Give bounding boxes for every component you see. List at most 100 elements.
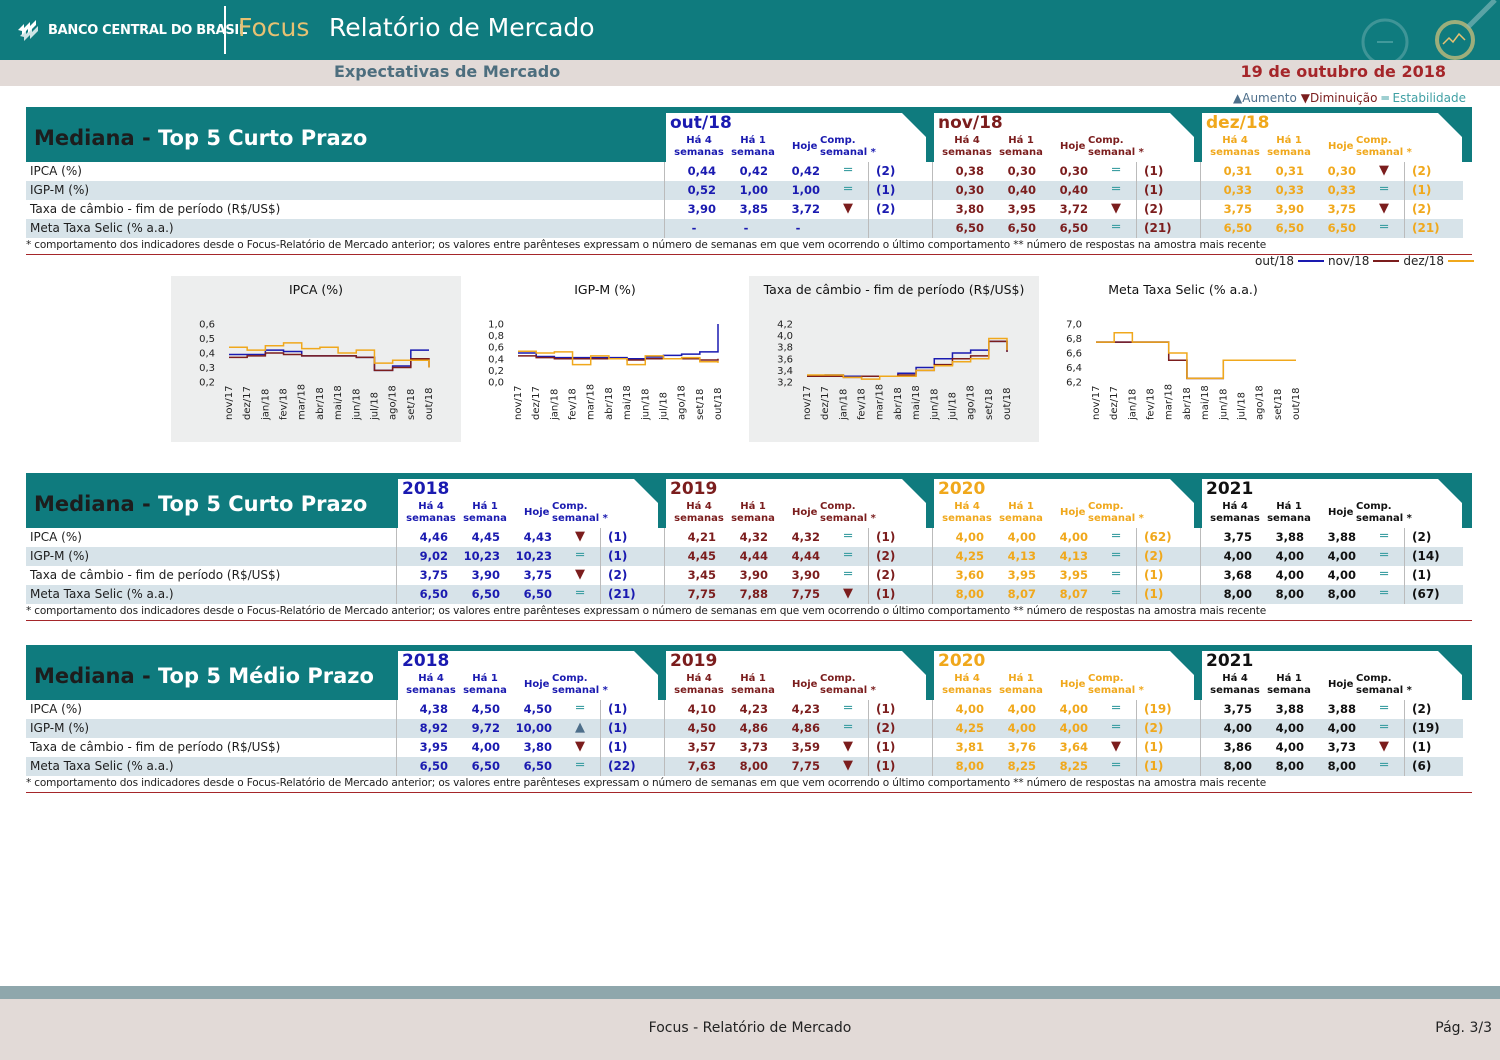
weeks-count: (67) (1412, 587, 1440, 601)
column-separator (1200, 566, 1201, 585)
value-1-week-ago: 3,90 (739, 568, 768, 582)
col-comp-line1: Comp. (820, 135, 856, 146)
legend-series-dez18: dez/18 (1403, 254, 1444, 268)
col-1-week-header-line2: semana (1267, 513, 1311, 524)
period-label: 2019 (670, 651, 718, 671)
value-today: 0,40 (1059, 183, 1088, 197)
col-1-week-header: Há 1 semana (996, 673, 1046, 697)
value-4-weeks-ago: 4,10 (687, 702, 716, 716)
row-label: IGP-M (%) (30, 183, 90, 197)
column-separator (1136, 700, 1137, 719)
stable-equals-icon: ═ (576, 548, 584, 563)
bcb-logo-icon (18, 20, 38, 41)
weeks-count: (2) (1412, 202, 1432, 216)
x-tick-label: nov/17 (224, 386, 235, 420)
stable-equals-icon: ═ (1380, 529, 1388, 544)
series-line-dez18 (229, 342, 430, 368)
weeks-count: (1) (876, 530, 896, 544)
value-1-week-ago: 0,40 (1007, 183, 1036, 197)
x-tick-label: fev/18 (279, 388, 290, 420)
column-separator (664, 700, 665, 719)
col-1-week-header-line1: Há 1 (740, 501, 766, 512)
col-1-week-header-line2: semana (731, 685, 775, 696)
table-footnote: * comportamento dos indicadores desde o … (26, 605, 1267, 617)
weeks-count: (2) (876, 549, 896, 563)
x-tick-label: set/18 (406, 389, 417, 420)
row-label: Meta Taxa Selic (% a.a.) (30, 587, 174, 601)
weeks-count: (1) (876, 759, 896, 773)
value-4-weeks-ago: 0,30 (955, 183, 984, 197)
value-4-weeks-ago: 4,00 (955, 702, 984, 716)
col-comp-line1: Comp. (1088, 501, 1124, 512)
column-separator (1136, 719, 1137, 738)
col-4-weeks-header-line2: semanas (1210, 147, 1260, 158)
row-label: IGP-M (%) (30, 721, 90, 735)
value-4-weeks-ago: 4,46 (419, 530, 448, 544)
x-tick-label: dez/17 (820, 386, 831, 420)
value-today: 4,13 (1059, 549, 1088, 563)
value-4-weeks-ago: 4,38 (419, 702, 448, 716)
value-4-weeks-ago: 3,75 (419, 568, 448, 582)
y-tick-label: 0,4 (488, 354, 504, 365)
table-footnote: * comportamento dos indicadores desde o … (26, 239, 1267, 251)
value-4-weeks-ago: 8,92 (419, 721, 448, 735)
table-header-band: Mediana - Top 5 Curto Prazo 2018 Há 4 seman… (26, 473, 1472, 528)
value-4-weeks-ago: 4,25 (955, 721, 984, 735)
table-bottom-rule (26, 254, 1472, 255)
value-4-weeks-ago: 4,25 (955, 549, 984, 563)
weeks-count: (1) (1412, 740, 1432, 754)
table-row: Taxa de câmbio - fim de período (R$/US$)… (26, 738, 1472, 757)
column-separator (1136, 162, 1137, 181)
col-4-weeks-header-line2: semanas (406, 685, 456, 696)
x-tick-label: mar/18 (586, 384, 597, 420)
decrease-arrow-icon: ▼ (843, 201, 853, 216)
col-comp-line2: semanal * (1088, 147, 1144, 158)
column-separator (600, 738, 601, 757)
col-comp-line2: semanal * (1356, 685, 1412, 696)
period-header: dez/18 Há 4 semanas Há 1 semana Hoje Comp. sema… (1202, 113, 1462, 162)
value-1-week-ago: 6,50 (471, 759, 500, 773)
weeks-count: (62) (1144, 530, 1172, 544)
col-1-week-header: Há 1 semana (728, 501, 778, 525)
value-1-week-ago: 4,13 (1007, 549, 1036, 563)
column-separator (868, 547, 869, 566)
value-4-weeks-ago: 3,95 (419, 740, 448, 754)
page-footer: Focus - Relatório de Mercado Pág. 3/3 (0, 999, 1500, 1060)
col-1-week-header-line2: semana (1267, 147, 1311, 158)
col-today-header: Hoje (792, 507, 818, 518)
col-4-weeks-header: Há 4 semanas (1210, 673, 1260, 697)
value-today: 4,50 (523, 702, 552, 716)
table-row: IPCA (%) 4,46 4,45 4,43 ▼ (1) 4,21 4,32 4,32 ═ (1)… (26, 528, 1472, 547)
value-today: 3,80 (523, 740, 552, 754)
weeks-count: (2) (876, 202, 896, 216)
col-4-weeks-header-line1: Há 4 (686, 673, 712, 684)
table-title-main: Top 5 Curto Prazo (158, 492, 368, 516)
col-comp-line1: Comp. (1088, 135, 1124, 146)
column-separator (396, 528, 397, 547)
x-tick-label: jan/18 (260, 389, 271, 421)
legend-increase: ▲Aumento (1233, 91, 1297, 105)
x-tick-label: abr/18 (893, 387, 904, 420)
col-weekly-comp-header: Comp. semanal * (552, 673, 608, 697)
legend-line-red (1373, 260, 1400, 262)
value-1-week-ago: 8,00 (739, 759, 768, 773)
x-tick-label: abr/18 (1182, 387, 1193, 420)
x-tick-label: mar/18 (297, 384, 308, 420)
value-1-week-ago: 4,23 (739, 702, 768, 716)
value-today: 6,50 (523, 587, 552, 601)
value-today: 6,50 (1327, 221, 1356, 235)
value-1-week-ago: 0,31 (1275, 164, 1304, 178)
legend-line-orange (1448, 260, 1474, 262)
column-separator (600, 719, 601, 738)
value-1-week-ago: 3,73 (739, 740, 768, 754)
period-header: 2021 Há 4 semanas Há 1 semana Hoje Comp. semana… (1202, 651, 1462, 700)
column-separator (1200, 528, 1201, 547)
col-today-header: Hoje (1060, 679, 1086, 690)
column-separator (1136, 738, 1137, 757)
decrease-arrow-icon: ▼ (1111, 739, 1121, 754)
col-4-weeks-header: Há 4 semanas (942, 501, 992, 525)
value-4-weeks-ago: 4,00 (1223, 549, 1252, 563)
table-row: IGP-M (%) 9,02 10,23 10,23 ═ (1) 4,45 4,44 4,44 ═… (26, 547, 1472, 566)
column-separator (664, 162, 665, 181)
column-separator (1136, 528, 1137, 547)
